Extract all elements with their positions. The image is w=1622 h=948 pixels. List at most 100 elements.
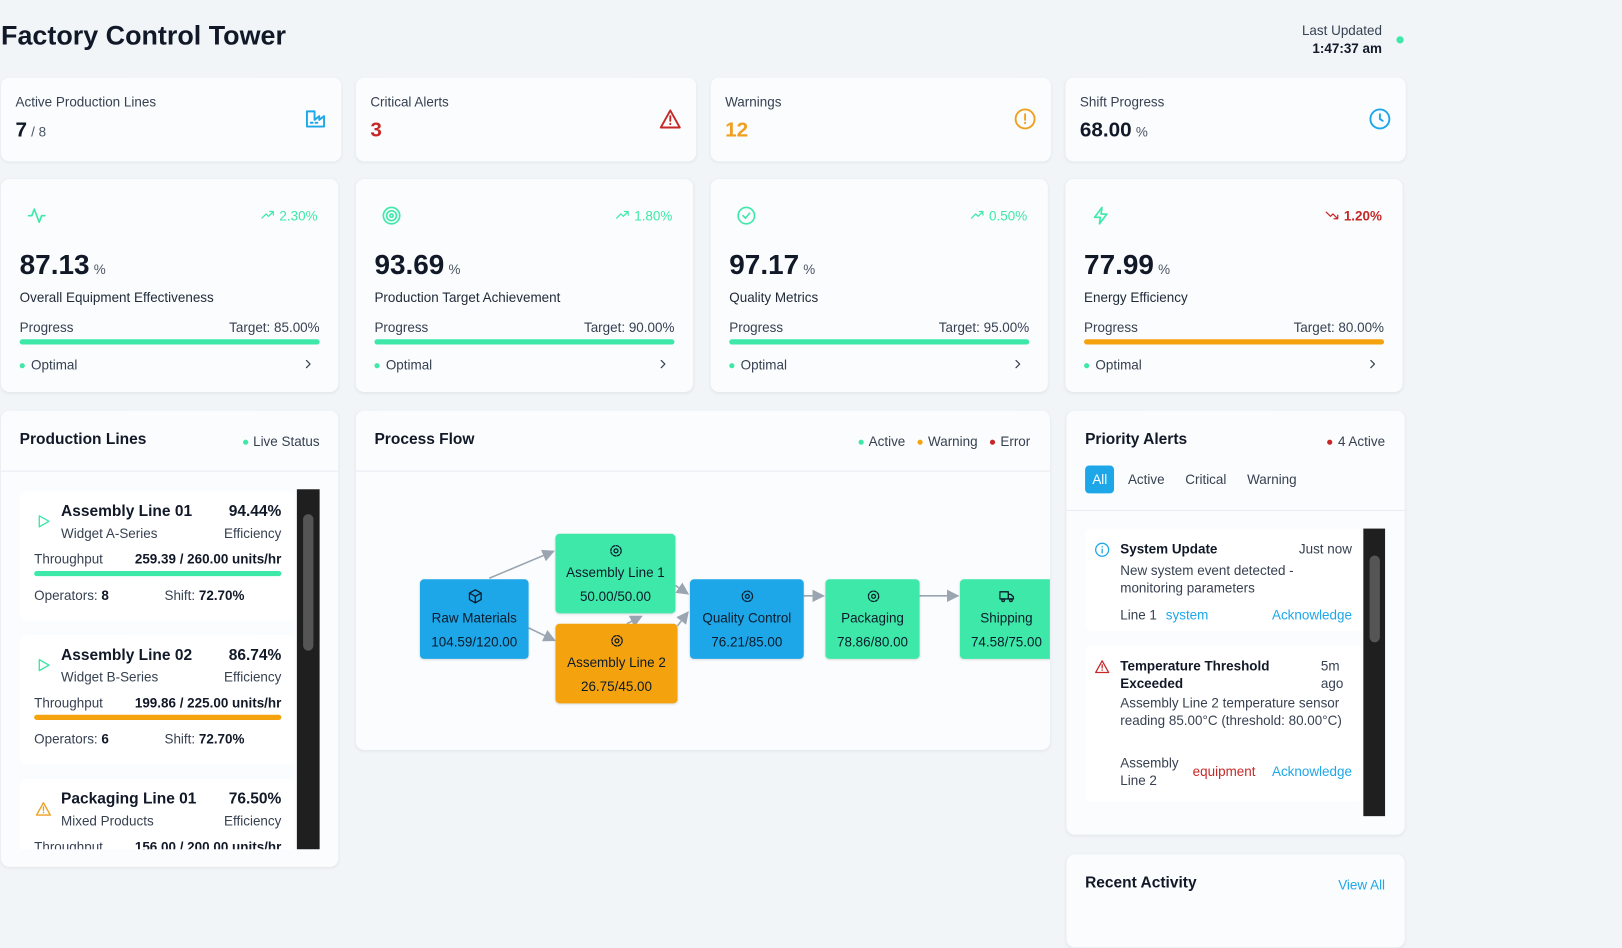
stat-card: Warnings 12	[710, 77, 1051, 162]
stat-card: Shift Progress 68.00%	[1065, 77, 1406, 162]
icon-part	[1008, 598, 1013, 603]
flow-node[interactable]: Quality Control 76.21/85.00	[689, 579, 804, 659]
icon	[616, 208, 630, 226]
kpi-trend-value: 2.30%	[279, 207, 318, 224]
stat-value-row: 68.00%	[1080, 119, 1148, 143]
acknowledge-button[interactable]: Acknowledge	[1271, 607, 1352, 623]
shift-label: Shift:	[164, 731, 196, 747]
icon-part	[616, 210, 629, 219]
icon	[970, 208, 984, 226]
icon[interactable]	[301, 357, 315, 377]
acknowledge-button[interactable]: Acknowledge	[1271, 763, 1352, 779]
icon-part	[306, 110, 325, 128]
icon-part	[676, 611, 689, 627]
efficiency-label: Efficiency	[224, 525, 282, 541]
icon	[659, 108, 682, 136]
icon-svg	[1095, 660, 1110, 674]
kpi-trend: 0.50%	[970, 208, 1027, 223]
node-value: 78.86/80.00	[836, 634, 909, 650]
icon[interactable]	[656, 357, 670, 377]
stat-label: Critical Alerts	[370, 94, 449, 110]
icon-part	[614, 638, 620, 644]
shift-value: 72.70%	[198, 587, 245, 604]
icon	[1325, 208, 1339, 226]
icon-svg	[1015, 359, 1021, 369]
icon	[1369, 108, 1392, 136]
kpi-trend: 1.80%	[616, 208, 672, 223]
icon-svg	[468, 589, 482, 604]
throughput-value: 259.39 / 260.00 units/hr	[134, 551, 282, 567]
flow-node[interactable]: Shipping 74.58/75.00	[959, 579, 1050, 659]
icon-part	[1095, 542, 1110, 557]
icon-svg	[35, 802, 52, 816]
alert-tab[interactable]: Warning	[1247, 471, 1297, 488]
line-item[interactable]: Assembly Line 02 86.74% Widget B-Series Eff…	[19, 635, 294, 765]
legend-label: Warning	[928, 433, 978, 449]
icon-svg	[616, 210, 629, 219]
flow-node[interactable]: Packaging 78.86/80.00	[825, 579, 920, 659]
efficiency-label: Efficiency	[224, 813, 282, 829]
icon-part	[867, 590, 879, 603]
alert-tab[interactable]: All	[1085, 465, 1115, 494]
status-dot	[242, 439, 248, 445]
view-all-button[interactable]: View All	[1338, 877, 1386, 893]
icon-part	[742, 212, 751, 219]
flow-node[interactable]: Assembly Line 1 50.00/50.00	[555, 533, 676, 614]
progress-label: Progress	[1084, 319, 1138, 336]
node-value: 50.00/50.00	[579, 588, 651, 605]
scrollbar	[296, 489, 320, 850]
alert-tab[interactable]: Critical	[1185, 471, 1227, 488]
last-updated-label: Last Updated	[1301, 22, 1382, 39]
stat-label: Warnings	[725, 94, 782, 110]
kpi-name: Energy Efficiency	[1084, 289, 1188, 306]
operators-label: Operators:	[34, 587, 98, 604]
status-text: Optimal	[1095, 356, 1142, 373]
progress-target: Target: 80.00%	[1293, 319, 1385, 336]
icon-part	[610, 544, 622, 557]
operators-value: 8	[101, 587, 109, 604]
kpi-unit: %	[93, 261, 106, 278]
status-dot	[19, 363, 25, 369]
flow-node[interactable]: Raw Materials 104.59/120.00	[419, 579, 529, 659]
recent-activity-panel: Recent Activity View All	[1066, 854, 1405, 948]
status-dot	[1084, 363, 1090, 369]
production-lines-panel: Production Lines Live Status Assembly Line…	[1, 410, 339, 867]
stat-card: Active Production Lines 7/ 8	[1, 77, 342, 162]
live-dot	[1396, 36, 1404, 44]
kpi-status: Optimal	[1084, 356, 1142, 373]
line-product: Mixed Products	[61, 813, 154, 829]
kpi-value: 93.69	[374, 249, 445, 281]
node-label: Quality Control	[702, 610, 792, 626]
alert-category: equipment	[1192, 763, 1256, 779]
flow-node[interactable]: Assembly Line 2 26.75/45.00	[555, 623, 678, 704]
line-item[interactable]: Assembly Line 01 94.44% Widget A-Series Eff…	[19, 491, 294, 621]
shift-label: Shift:	[164, 587, 196, 604]
icon-part	[35, 802, 52, 816]
panel-title: Production Lines	[19, 430, 147, 448]
panel-title: Recent Activity	[1085, 874, 1197, 892]
operators-label: Operators:	[34, 731, 98, 747]
line-item[interactable]: Packaging Line 01 76.50% Mixed Products Eff…	[19, 778, 294, 850]
shift-value: 72.70%	[198, 731, 245, 747]
icon-part	[528, 627, 556, 642]
icon-svg	[261, 210, 275, 219]
shift: Shift: 72.70%	[164, 731, 244, 747]
kpi-value-row: 87.13%	[20, 249, 106, 281]
legend-item: Warning	[917, 433, 978, 449]
icon-part	[659, 109, 681, 129]
stat-label: Active Production Lines	[15, 94, 157, 110]
icon-part	[1370, 359, 1376, 369]
progress-target: Target: 85.00%	[229, 319, 320, 336]
stat-value: 3	[370, 118, 382, 142]
icon[interactable]	[1365, 357, 1379, 377]
kpi-unit: %	[1158, 261, 1171, 278]
icon-part	[1095, 660, 1110, 674]
node-label: Assembly Line 1	[566, 564, 665, 581]
alert-list: System Update Just now New system event de…	[1085, 528, 1362, 817]
icon-svg	[27, 208, 46, 224]
icon[interactable]	[1011, 357, 1025, 377]
panel-title: Priority Alerts	[1085, 430, 1188, 448]
alert-title: System Update	[1120, 540, 1218, 557]
kpi-card: 2.30% 87.13% Overall Equipment Effectivene…	[1, 178, 339, 393]
alert-tab[interactable]: Active	[1127, 471, 1165, 488]
